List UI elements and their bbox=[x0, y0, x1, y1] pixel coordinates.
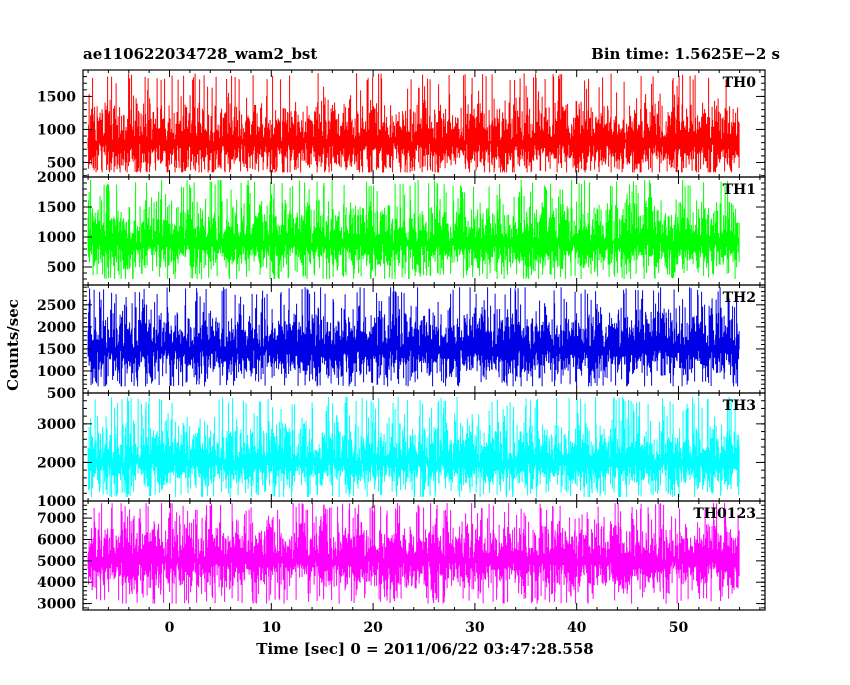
y-tick-label: 3000 bbox=[37, 417, 76, 433]
y-axis-title: Counts/sec bbox=[4, 299, 22, 391]
panel-th0123: 3000 4000 5000 6000 7000 TH0123 bbox=[37, 500, 766, 613]
y-tick-label: 1000 bbox=[37, 364, 76, 380]
x-tick-label: 20 bbox=[363, 620, 383, 636]
y-tick-label: 1500 bbox=[37, 200, 76, 216]
y-tick-label: 4000 bbox=[37, 575, 76, 591]
x-axis: 0 10 20 30 40 50 bbox=[165, 620, 689, 636]
y-tick-label: 2500 bbox=[37, 298, 76, 314]
panel-th0: 500 1000 1500 TH0 bbox=[37, 69, 766, 178]
y-tick-label: 5000 bbox=[37, 554, 76, 570]
panel-th3: 1000 2000 3000 TH3 bbox=[37, 392, 766, 510]
series-th0123 bbox=[87, 503, 740, 604]
y-tick-label: 500 bbox=[47, 155, 76, 171]
series-th0 bbox=[87, 73, 740, 173]
y-tick-label: 3000 bbox=[37, 597, 76, 613]
y-tick-label: 500 bbox=[47, 260, 76, 276]
y-tick-label: 1000 bbox=[37, 122, 76, 138]
bin-time-label: Bin time: 1.5625E−2 s bbox=[591, 45, 780, 63]
y-tick-label: 1000 bbox=[37, 494, 76, 510]
panel-th1: 500 1000 1500 2000 TH1 bbox=[37, 170, 766, 286]
panel-frame bbox=[82, 500, 766, 611]
chart-title: ae110622034728_wam2_bst bbox=[83, 45, 317, 63]
x-tick-label: 10 bbox=[262, 620, 282, 636]
panel-label: TH2 bbox=[723, 290, 756, 306]
y-tick-label: 6000 bbox=[37, 532, 76, 548]
y-tick-label: 7000 bbox=[37, 511, 76, 527]
x-tick-label: 40 bbox=[567, 620, 587, 636]
y-tick-label: 2000 bbox=[37, 170, 76, 186]
series-th2 bbox=[87, 287, 740, 387]
x-tick-label: 50 bbox=[669, 620, 689, 636]
x-axis-title: Time [sec] 0 = 2011/06/22 03:47:28.558 bbox=[256, 640, 593, 658]
y-tick-label: 500 bbox=[47, 386, 76, 402]
y-tick-label: 2000 bbox=[37, 455, 76, 471]
y-tick-label: 1000 bbox=[37, 230, 76, 246]
x-tick-label: 0 bbox=[165, 620, 175, 636]
y-tick-label: 1500 bbox=[37, 342, 76, 358]
series-th1 bbox=[87, 180, 740, 279]
series-th3 bbox=[87, 396, 740, 498]
panel-label: TH0 bbox=[723, 75, 757, 91]
panel-th2: 500 1000 1500 2000 2500 TH2 bbox=[37, 284, 766, 402]
panel-label: TH1 bbox=[723, 182, 756, 198]
y-tick-label: 2000 bbox=[37, 320, 76, 336]
panels-layer: 50010001500TH0500100015002000TH150010001… bbox=[37, 69, 766, 613]
panel-label: TH0123 bbox=[693, 506, 756, 522]
y-tick-label: 1500 bbox=[37, 89, 76, 105]
x-tick-label: 30 bbox=[465, 620, 485, 636]
panel-label: TH3 bbox=[723, 398, 756, 414]
